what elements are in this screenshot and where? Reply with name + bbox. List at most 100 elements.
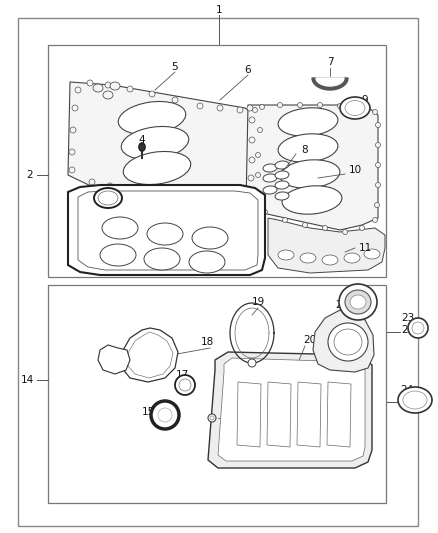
Ellipse shape — [350, 295, 366, 309]
Ellipse shape — [179, 379, 191, 391]
Ellipse shape — [105, 82, 111, 88]
Text: 23: 23 — [401, 325, 415, 335]
Ellipse shape — [102, 217, 138, 239]
Polygon shape — [122, 328, 178, 382]
Ellipse shape — [262, 209, 268, 214]
Ellipse shape — [75, 87, 81, 93]
Polygon shape — [312, 78, 348, 90]
Polygon shape — [297, 382, 321, 447]
Text: 14: 14 — [21, 375, 34, 385]
Text: 22: 22 — [348, 285, 362, 295]
Bar — [48, 285, 386, 503]
Ellipse shape — [375, 142, 381, 148]
Polygon shape — [237, 382, 261, 447]
Ellipse shape — [249, 117, 255, 123]
Ellipse shape — [372, 109, 378, 115]
Ellipse shape — [93, 84, 103, 92]
Text: 16: 16 — [221, 413, 235, 423]
Ellipse shape — [127, 187, 133, 193]
Ellipse shape — [100, 244, 136, 266]
Ellipse shape — [158, 408, 172, 422]
Ellipse shape — [255, 173, 261, 177]
Ellipse shape — [303, 222, 307, 228]
Ellipse shape — [259, 104, 265, 109]
Ellipse shape — [197, 103, 203, 109]
Text: 13: 13 — [131, 243, 145, 253]
Polygon shape — [316, 78, 344, 86]
Polygon shape — [268, 218, 385, 273]
Ellipse shape — [338, 103, 343, 109]
Text: 23: 23 — [401, 313, 415, 323]
Ellipse shape — [103, 91, 113, 99]
Ellipse shape — [357, 104, 363, 109]
Ellipse shape — [263, 164, 277, 172]
Text: 12: 12 — [233, 188, 247, 198]
Ellipse shape — [110, 82, 120, 90]
Text: 17: 17 — [175, 370, 189, 380]
Ellipse shape — [275, 161, 289, 169]
Ellipse shape — [175, 375, 195, 395]
Ellipse shape — [249, 137, 255, 143]
Polygon shape — [68, 82, 255, 210]
Ellipse shape — [278, 108, 338, 136]
Text: 8: 8 — [302, 145, 308, 155]
Ellipse shape — [149, 91, 155, 97]
Ellipse shape — [278, 102, 283, 108]
Ellipse shape — [191, 199, 197, 205]
Ellipse shape — [249, 157, 255, 163]
Text: 2: 2 — [27, 170, 33, 180]
Ellipse shape — [247, 192, 253, 198]
Ellipse shape — [282, 186, 342, 214]
Bar — [48, 45, 386, 277]
Polygon shape — [208, 352, 372, 468]
Polygon shape — [68, 185, 265, 275]
Ellipse shape — [192, 227, 228, 249]
Ellipse shape — [340, 97, 370, 119]
Text: 3: 3 — [105, 188, 111, 198]
Text: 9: 9 — [362, 95, 368, 105]
Ellipse shape — [408, 318, 428, 338]
Ellipse shape — [94, 188, 122, 208]
Polygon shape — [313, 310, 374, 372]
Ellipse shape — [248, 175, 254, 181]
Ellipse shape — [372, 217, 378, 222]
Ellipse shape — [275, 171, 289, 179]
Ellipse shape — [87, 80, 93, 86]
Ellipse shape — [322, 255, 338, 265]
Ellipse shape — [212, 204, 218, 210]
Ellipse shape — [118, 101, 186, 134]
Text: 19: 19 — [251, 297, 265, 307]
Polygon shape — [267, 382, 291, 447]
Ellipse shape — [107, 183, 113, 189]
Text: 6: 6 — [245, 65, 251, 75]
Ellipse shape — [412, 322, 424, 334]
Ellipse shape — [247, 105, 253, 111]
Ellipse shape — [297, 102, 303, 108]
Ellipse shape — [343, 230, 347, 235]
Ellipse shape — [123, 151, 191, 184]
Text: 21: 21 — [336, 300, 349, 310]
Ellipse shape — [217, 105, 223, 111]
Text: 20: 20 — [304, 335, 317, 345]
Ellipse shape — [375, 123, 381, 127]
Ellipse shape — [345, 101, 365, 116]
Ellipse shape — [252, 108, 258, 112]
Polygon shape — [327, 382, 351, 447]
Ellipse shape — [121, 126, 189, 159]
Ellipse shape — [245, 204, 251, 210]
Ellipse shape — [98, 191, 118, 205]
Ellipse shape — [69, 149, 75, 155]
Ellipse shape — [374, 203, 379, 207]
Ellipse shape — [233, 207, 239, 213]
Ellipse shape — [328, 323, 368, 361]
Text: 4: 4 — [139, 135, 145, 145]
Ellipse shape — [210, 416, 214, 420]
Ellipse shape — [70, 127, 76, 133]
Ellipse shape — [334, 329, 362, 355]
Ellipse shape — [345, 290, 371, 314]
Ellipse shape — [318, 102, 322, 108]
Polygon shape — [246, 105, 378, 230]
Polygon shape — [128, 332, 173, 378]
Ellipse shape — [258, 127, 262, 133]
Ellipse shape — [375, 163, 381, 167]
